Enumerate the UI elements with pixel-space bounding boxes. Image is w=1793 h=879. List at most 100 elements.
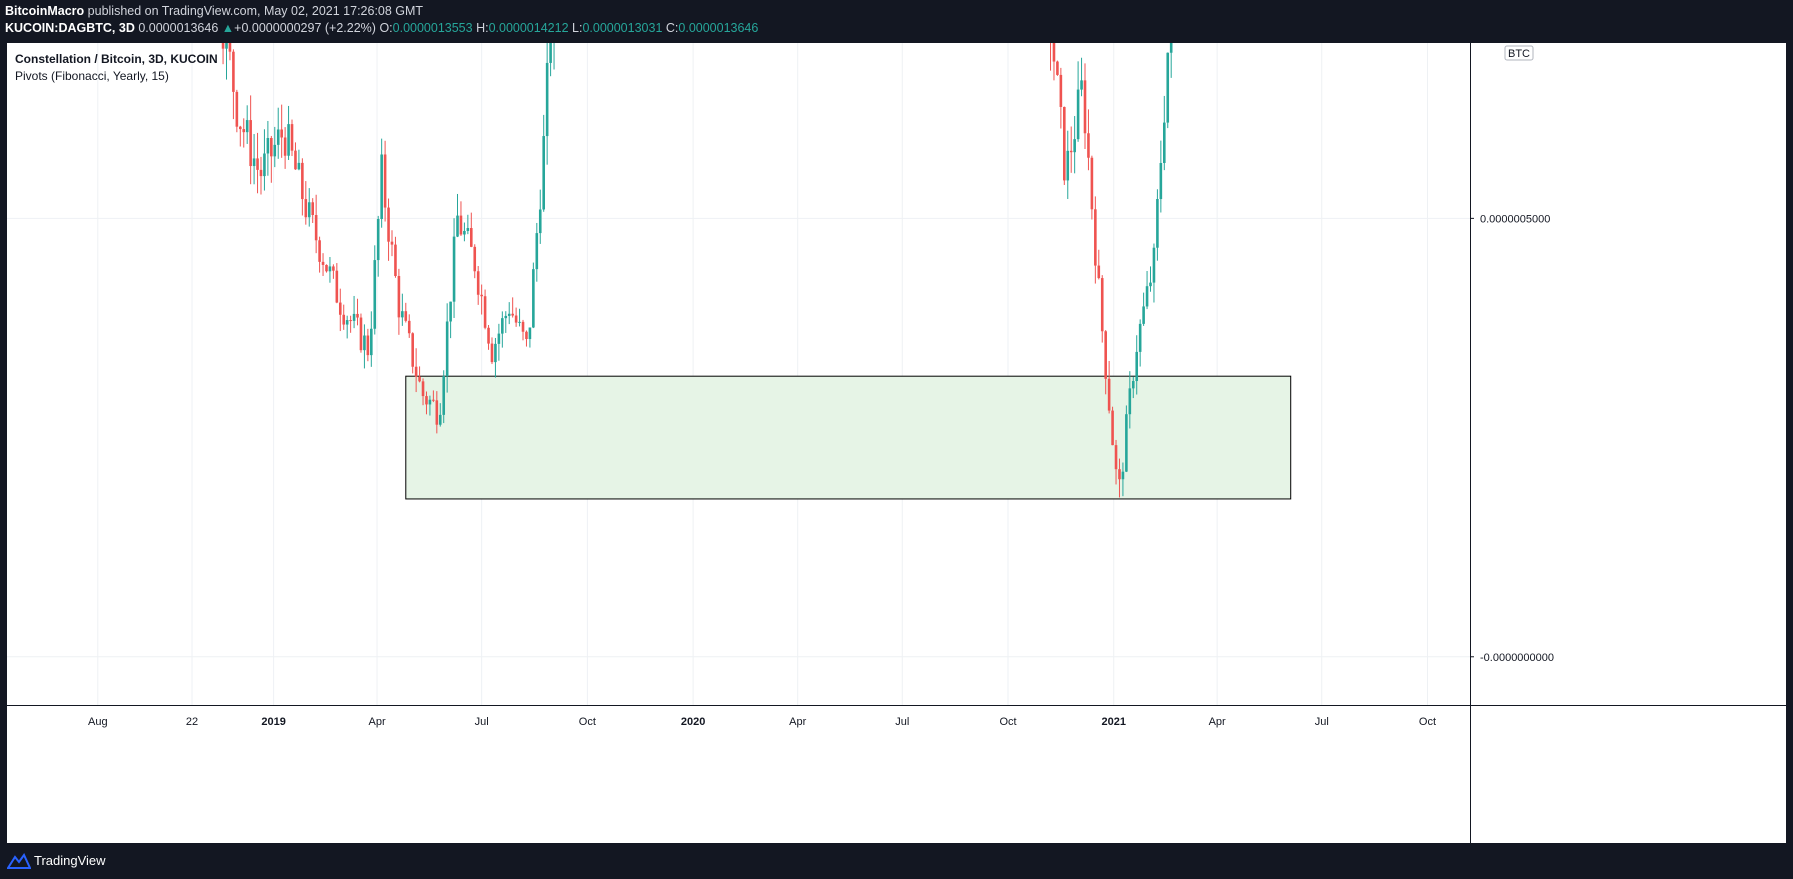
candle-body[interactable] [542,136,546,210]
candle-body[interactable] [438,414,442,425]
candle-body[interactable] [266,138,270,154]
candle-body[interactable] [1080,80,1083,90]
candle-body[interactable] [497,333,501,344]
candle-body[interactable] [418,376,421,382]
legend-indicator[interactable]: Pivots (Fibonacci, Yearly, 15) [15,69,169,83]
candle-body[interactable] [259,169,263,177]
candle-body[interactable] [449,301,452,322]
candle-body[interactable] [1166,52,1170,123]
candle-body[interactable] [1114,445,1118,470]
candle-body[interactable] [1142,306,1145,324]
candle-body[interactable] [514,315,518,323]
candle-body[interactable] [356,313,359,318]
candle-body[interactable] [342,314,346,325]
tradingview-logo-icon[interactable] [7,853,31,869]
candle-body[interactable] [452,236,456,302]
candle-body[interactable] [321,261,325,265]
candle-body[interactable] [1059,74,1063,107]
candle-body[interactable] [242,129,246,133]
author-name[interactable]: BitcoinMacro [5,4,85,18]
candle-body[interactable] [1104,331,1107,379]
candle-body[interactable] [325,264,328,272]
candle-body[interactable] [428,399,432,405]
candle-body[interactable] [283,137,287,156]
candle-body[interactable] [435,400,439,425]
candle-body[interactable] [287,124,290,156]
candle-body[interactable] [1097,265,1101,279]
candle-body[interactable] [1149,282,1152,287]
candle-body[interactable] [1083,80,1087,134]
candle-body[interactable] [1159,163,1163,200]
candle-body[interactable] [445,321,449,377]
candle-body[interactable] [249,120,252,167]
candle-body[interactable] [466,228,470,231]
candle-body[interactable] [518,321,521,323]
candle-body[interactable] [421,381,425,397]
candle-body[interactable] [276,129,280,145]
candle-body[interactable] [501,318,504,334]
candle-body[interactable] [549,43,552,63]
candle-body[interactable] [394,244,397,277]
candle-body[interactable] [290,124,294,151]
candle-body[interactable] [1156,199,1159,248]
candle-body[interactable] [1090,157,1094,210]
candle-body[interactable] [1145,286,1149,307]
candle-body[interactable] [380,154,383,220]
candle-body[interactable] [1131,381,1135,389]
candle-body[interactable] [480,294,483,297]
candle-body[interactable] [232,51,235,92]
candle-body[interactable] [404,311,408,321]
candle-body[interactable] [1169,43,1173,53]
candle-body[interactable] [376,219,380,261]
candle-body[interactable] [490,343,494,363]
candle-body[interactable] [363,335,366,351]
candle-body[interactable] [476,271,480,295]
candle-body[interactable] [1087,133,1090,158]
candle-body[interactable] [432,399,435,401]
candle-body[interactable] [532,269,535,328]
candle-body[interactable] [1100,278,1104,332]
candle-body[interactable] [411,333,414,367]
candle-body[interactable] [1094,209,1097,266]
candle-body[interactable] [263,153,266,177]
candle-body[interactable] [425,396,428,405]
candle-body[interactable] [1076,89,1080,140]
candle-body[interactable] [373,260,377,329]
candle-body[interactable] [1073,139,1076,153]
candle-body[interactable] [301,162,304,200]
candle-body[interactable] [414,366,418,377]
candle-body[interactable] [1138,323,1142,352]
tradingview-brand[interactable]: TradingView [34,853,106,868]
candle-body[interactable] [235,91,239,127]
candle-body[interactable] [1069,150,1073,153]
candle-body[interactable] [525,331,528,340]
candle-body[interactable] [407,320,411,334]
candle-body[interactable] [397,276,401,318]
candle-body[interactable] [256,158,259,170]
candle-body[interactable] [366,335,370,356]
candle-body[interactable] [538,209,542,234]
price-chart[interactable]: R3P0.0000005000-0.0000000000BTC0.0000013… [7,43,1786,843]
candle-body[interactable] [507,313,511,316]
candle-body[interactable] [1121,471,1125,480]
candle-body[interactable] [245,120,249,133]
candle-body[interactable] [345,320,349,325]
candle-body[interactable] [456,215,459,237]
candle-body[interactable] [1107,378,1111,411]
candle-body[interactable] [311,202,315,216]
candle-body[interactable] [1056,61,1059,75]
candle-body[interactable] [401,311,404,318]
currency-tag-box[interactable] [1504,45,1534,61]
candle-body[interactable] [473,246,477,272]
candle-body[interactable] [483,296,487,328]
candle-body[interactable] [504,315,508,319]
candle-body[interactable] [1111,410,1114,446]
candle-body[interactable] [1052,43,1056,62]
candle-body[interactable] [1125,414,1128,472]
candle-body[interactable] [304,199,308,218]
candle-body[interactable] [270,138,273,157]
candle-body[interactable] [511,313,514,316]
candle-body[interactable] [545,62,549,137]
candle-body[interactable] [307,202,311,218]
candle-body[interactable] [487,327,490,344]
